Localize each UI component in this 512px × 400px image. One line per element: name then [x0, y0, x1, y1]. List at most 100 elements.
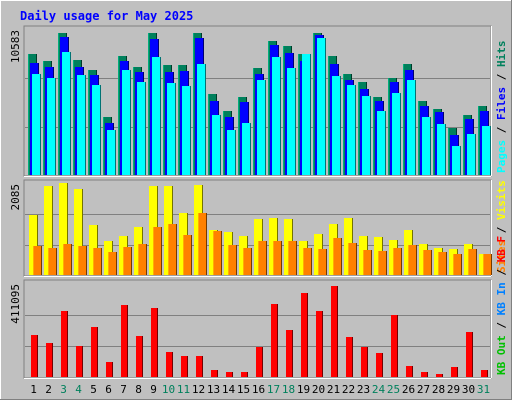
bar-pages-26: [407, 80, 416, 175]
bar-pages-13: [212, 115, 221, 175]
x-tick-label-4: 4: [75, 383, 82, 396]
x-tick-label-23: 23: [357, 383, 370, 396]
bar-kbf-27: [421, 372, 428, 377]
bar-kbf-17: [271, 304, 278, 377]
bar-kbf-5: [91, 327, 98, 377]
bar-kbf-14: [226, 372, 233, 377]
x-tick-label-11: 11: [177, 383, 190, 396]
panel-requests-legend: Pages / Files / Hits: [495, 41, 508, 174]
bar-pages-1: [32, 74, 41, 175]
x-tick-label-30: 30: [462, 383, 475, 396]
bar-kbf-13: [211, 370, 218, 377]
bar-pages-29: [452, 146, 461, 175]
bar-pages-9: [152, 57, 161, 175]
bar-sites-17: [273, 241, 282, 275]
x-tick-label-25: 25: [387, 383, 400, 396]
bar-kbf-12: [196, 356, 203, 377]
bar-sites-5: [93, 248, 102, 275]
bar-visits-1: [29, 215, 38, 275]
bar-pages-25: [392, 93, 401, 175]
panel-requests-legend-files: Files: [495, 87, 508, 120]
x-tick-label-14: 14: [222, 383, 236, 396]
bar-pages-12: [197, 64, 206, 175]
bar-pages-5: [92, 85, 101, 175]
x-tick-label-8: 8: [135, 383, 142, 396]
bar-sites-12: [198, 213, 207, 275]
bar-sites-13: [213, 231, 222, 275]
bar-kbf-25: [391, 315, 398, 377]
bar-visits-3: [59, 183, 68, 275]
bar-sites-20: [318, 249, 327, 275]
bar-pages-2: [47, 78, 56, 175]
bar-sites-7: [123, 247, 132, 275]
x-tick-label-10: 10: [162, 383, 175, 396]
bar-sites-2: [48, 248, 57, 275]
chart-panels: 10583 Pages / Files / Hits 2085 Sites / Vis…: [9, 25, 508, 379]
bar-kbf-7: [121, 305, 128, 377]
bar-kbf-19: [301, 293, 308, 377]
bar-pages-31: [482, 126, 491, 175]
bar-sites-23: [363, 250, 372, 275]
bar-sites-24: [378, 251, 387, 275]
panel-visitors-legend-sites: Sites: [495, 240, 508, 273]
bar-sites-3: [63, 244, 72, 275]
x-tick-label-28: 28: [432, 383, 445, 396]
bar-pages-21: [332, 76, 341, 175]
panel-kbytes-legend-kb-f: KB F: [495, 236, 508, 263]
bar-pages-18: [287, 68, 296, 175]
x-tick-label-5: 5: [90, 383, 97, 396]
x-tick-label-22: 22: [342, 383, 355, 396]
x-tick-label-27: 27: [417, 383, 430, 396]
bar-pages-6: [107, 130, 116, 175]
bar-kbf-1: [31, 335, 38, 377]
panel-kbytes-legend-separator: /: [495, 262, 508, 282]
panel-requests-legend-separator: /: [495, 120, 508, 140]
panel-visitors-legend-separator: /: [495, 220, 508, 240]
bar-sites-21: [333, 238, 342, 275]
bar-sites-15: [243, 248, 252, 275]
panel-visitors-max-label: 2085: [9, 184, 22, 211]
bar-pages-20: [317, 38, 326, 175]
bar-pages-27: [422, 117, 431, 175]
bar-pages-30: [467, 134, 476, 175]
panel-visitors-legend-visits: Visits: [495, 180, 508, 220]
bar-kbf-31: [481, 370, 488, 377]
bar-kbf-15: [241, 372, 248, 377]
bar-sites-10: [168, 224, 177, 275]
bar-kbf-24: [376, 353, 383, 377]
bar-pages-10: [167, 83, 176, 175]
bar-kbf-20: [316, 311, 323, 377]
bar-pages-16: [257, 80, 266, 175]
panel-kbytes-legend: KB Out / KB In / KB F: [495, 236, 508, 375]
bar-kbf-9: [151, 308, 158, 377]
bar-sites-16: [258, 241, 267, 275]
bar-kbf-23: [361, 347, 368, 377]
bar-pages-14: [227, 130, 236, 175]
x-axis-labels: 1 2 3 4 5 6 7 8 9 10 11 12 13 14 15 16 17 18 19 20 21 22 23 24 2…: [30, 383, 490, 396]
panel-kbytes-max-label: 411095: [9, 284, 22, 324]
bar-kbf-29: [451, 367, 458, 377]
bar-pages-4: [77, 75, 86, 175]
bar-kbf-26: [406, 366, 413, 377]
x-tick-label-18: 18: [282, 383, 295, 396]
x-tick-label-3: 3: [60, 383, 67, 396]
bar-kbf-3: [61, 311, 68, 377]
bar-pages-22: [347, 85, 356, 175]
bar-pages-11: [182, 86, 191, 175]
panel-visitors-legend: Sites / Visits: [495, 180, 508, 273]
x-tick-label-13: 13: [207, 383, 220, 396]
bar-sites-31: [483, 254, 492, 275]
bar-kbf-4: [76, 346, 83, 377]
x-tick-label-2: 2: [45, 383, 52, 396]
bar-pages-23: [362, 96, 371, 175]
bar-sites-27: [423, 250, 432, 275]
bar-pages-19: [302, 54, 311, 175]
bar-sites-30: [468, 249, 477, 275]
bar-kbf-28: [436, 374, 443, 377]
bar-kbf-10: [166, 352, 173, 377]
bar-kbf-30: [466, 332, 473, 377]
bar-kbf-2: [46, 343, 53, 377]
x-tick-label-15: 15: [237, 383, 250, 396]
bar-sites-28: [438, 252, 447, 275]
